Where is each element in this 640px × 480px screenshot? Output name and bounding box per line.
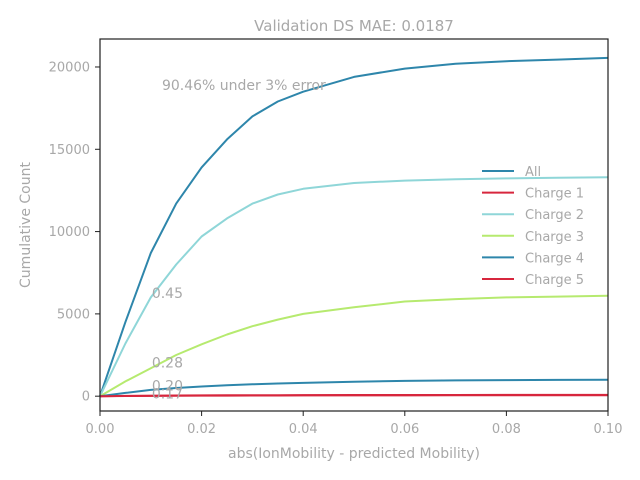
annotation-0: 90.46% under 3% error [162, 78, 326, 94]
legend-label-charge-1: Charge 1 [525, 187, 584, 202]
x-tick-label: 0.06 [390, 422, 419, 437]
legend-label-charge-5: Charge 5 [525, 273, 584, 288]
y-axis-ticks: 0 5000 10000 15000 20000 [49, 60, 100, 405]
y-axis-label: Cumulative Count [18, 162, 34, 288]
legend-label-charge-2: Charge 2 [525, 208, 584, 223]
legend-label-charge-4: Charge 4 [525, 251, 584, 266]
annotations: 90.46% under 3% error 0.45 0.28 0.200.17 [152, 78, 326, 403]
x-tick-label: 0.04 [289, 422, 318, 437]
annotation-4: 0.17 [152, 387, 183, 403]
plot-lines [99, 56, 609, 398]
y-tick-label: 0 [82, 390, 90, 405]
annotation-2: 0.28 [152, 355, 183, 371]
x-tick-label: 0.10 [594, 422, 623, 437]
legend-label-charge-3: Charge 3 [525, 230, 584, 245]
legend-label-all: All [525, 165, 541, 180]
series-line-all [99, 56, 609, 397]
chart-title: Validation DS MAE: 0.0187 [254, 17, 454, 35]
series-line-charge-2 [99, 176, 609, 397]
x-tick-label: 0.08 [492, 422, 521, 437]
series-line-charge-4 [99, 378, 609, 398]
x-tick-label: 0.00 [86, 422, 115, 437]
y-tick-label: 20000 [49, 60, 90, 75]
legend: All Charge 1 Charge 2 Charge 3 Charge 4 Charg… [482, 165, 584, 288]
annotation-3: 0.20 [152, 378, 183, 394]
x-axis-label: abs(IonMobility - predicted Mobility) [228, 446, 480, 462]
plot-frame [99, 38, 609, 412]
x-axis-ticks: 0.00 0.02 0.04 0.06 0.08 0.10 [86, 411, 623, 437]
y-tick-label: 10000 [49, 225, 90, 240]
series-line-charge-5 [99, 394, 608, 398]
series-line-charge-3 [99, 294, 609, 398]
annotation-1: 0.45 [152, 286, 183, 302]
y-tick-label: 15000 [49, 143, 90, 158]
y-tick-label: 5000 [57, 307, 90, 322]
x-tick-label: 0.02 [187, 422, 216, 437]
